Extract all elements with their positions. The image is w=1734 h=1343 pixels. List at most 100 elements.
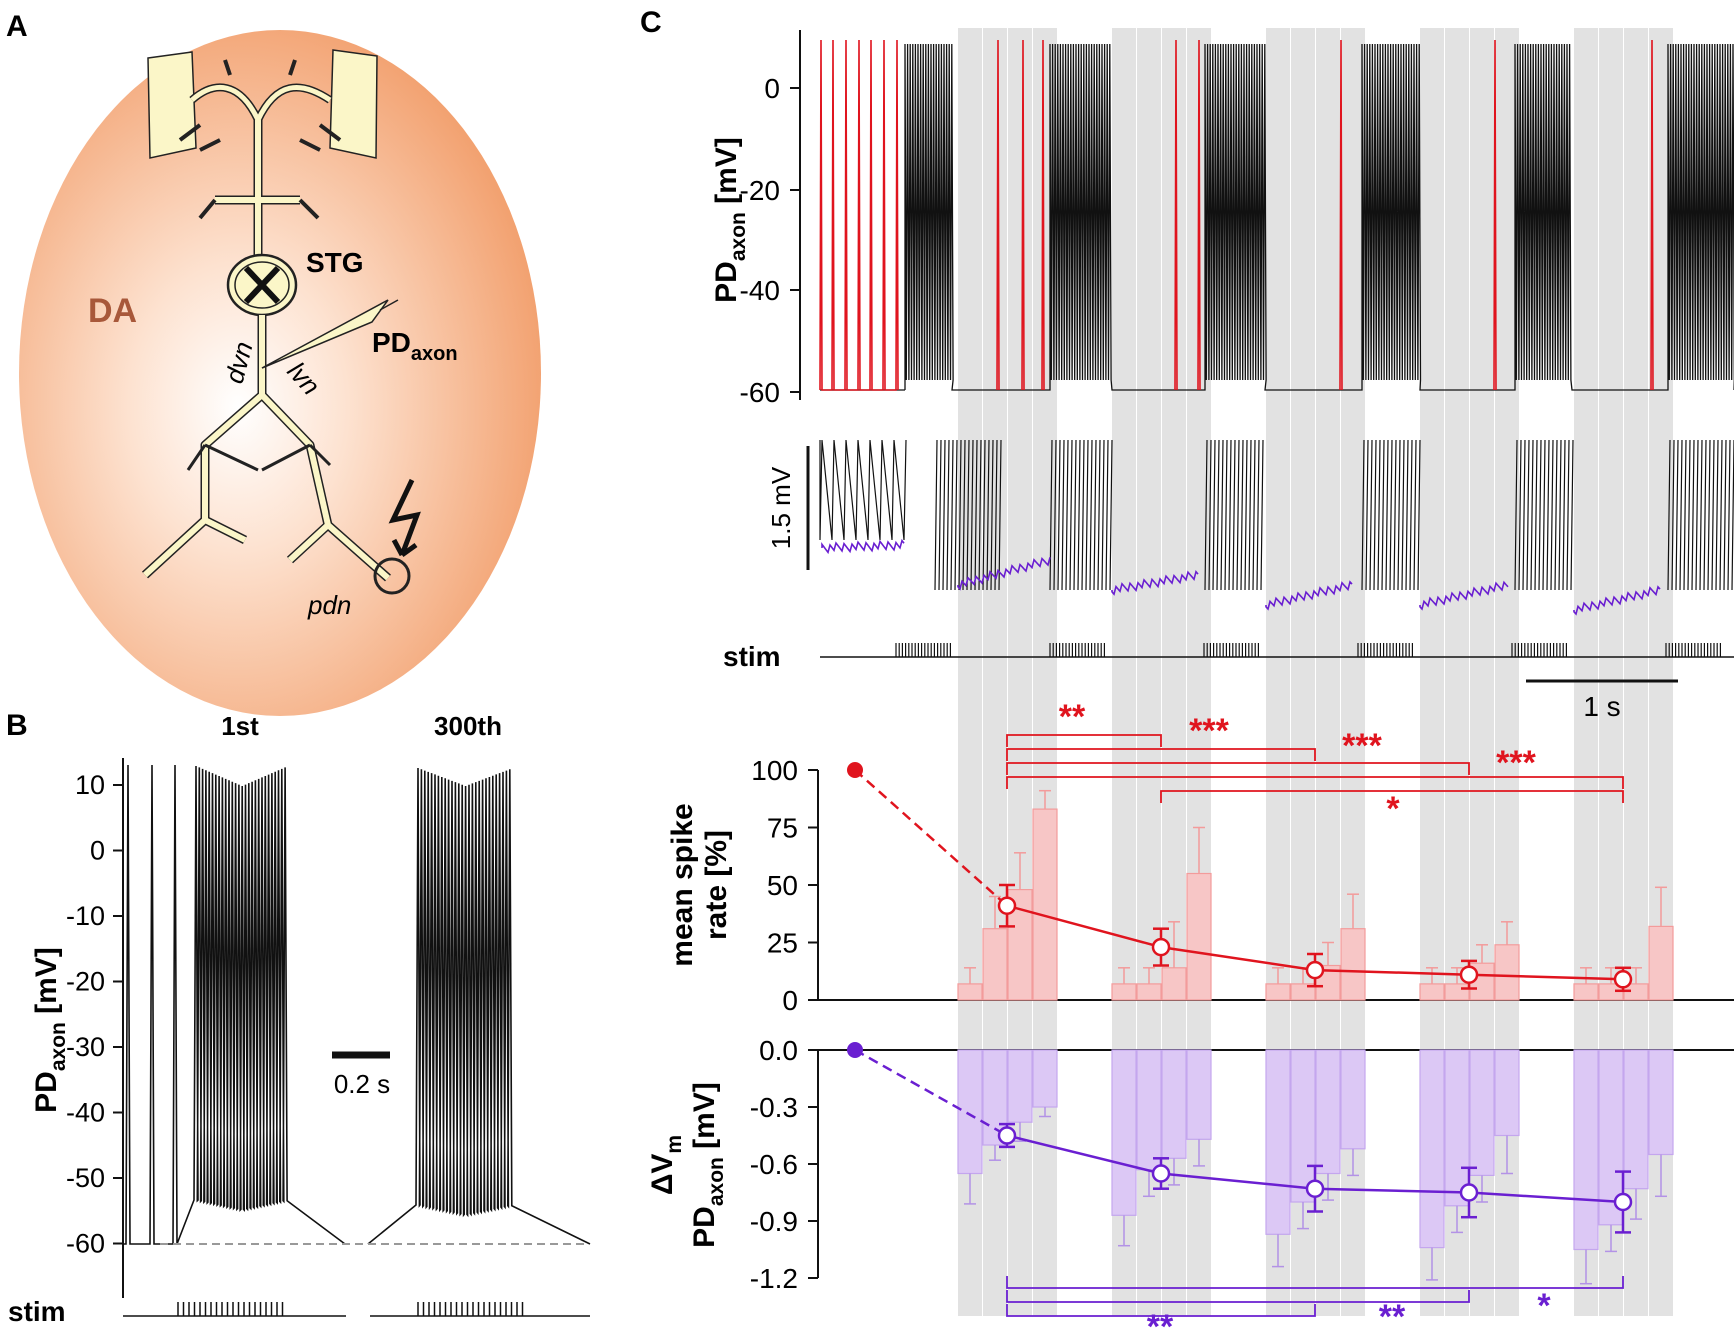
c-zoom-scalebar-label: 1.5 mV [766, 466, 796, 549]
b-ytick-label: 0 [90, 836, 105, 866]
zoom-spikes [819, 439, 1734, 591]
ablation-cross-icon [243, 265, 281, 305]
zoom-vm-segment [821, 538, 905, 555]
rate-bar [1648, 925, 1674, 1001]
dv-point [1459, 1183, 1479, 1202]
panel-b: B 1st 300th 10 0 -10 -20 -30 -40 -50 -60 PDaxon… [6, 709, 591, 1327]
b-stim-ticks [177, 1302, 524, 1316]
zoom-vm-segment [957, 557, 1051, 591]
dv-significance: ** ** * [1006, 1276, 1624, 1343]
rate-bar [1032, 808, 1058, 1001]
stg-inner [234, 261, 290, 309]
b-y-ticks: 10 0 -10 -20 -30 -40 -50 -60 [66, 770, 123, 1259]
dv-bar [1290, 1049, 1316, 1203]
rate-bar [1419, 983, 1445, 1001]
c-ytick-label: -20 [740, 175, 780, 206]
rate-bar [982, 928, 1008, 1001]
bath-label: DA [88, 292, 137, 330]
trace-1st [123, 764, 346, 1245]
b-ytick-label: -30 [66, 1032, 105, 1062]
dv-ylabel2: PDaxon [mV] [688, 1082, 728, 1248]
rate-bar [1136, 983, 1162, 1001]
dv-chart [847, 1042, 1674, 1285]
dv-sig-label: * [1537, 1287, 1551, 1325]
rate-sig-bracket [1006, 762, 1470, 775]
c-ytick-label: 0 [764, 73, 780, 104]
dv-ytick-label: -1.2 [750, 1263, 798, 1294]
rate-sig-label: *** [1189, 712, 1229, 750]
dv-bar [1623, 1049, 1649, 1190]
dv-bar [1469, 1049, 1495, 1177]
rate-bar [1340, 928, 1366, 1001]
c-trace-ylabel-main: PD [710, 261, 743, 303]
rate-point [1613, 970, 1633, 989]
rate-significance: ** *** *** **** [1006, 698, 1624, 828]
rate-point [997, 896, 1017, 915]
soma-right [329, 49, 378, 159]
electrode-label-main: PD [372, 327, 411, 358]
rate-bar [1111, 983, 1137, 1001]
bath-ellipse [19, 30, 541, 716]
b-ylabel-main: PD [30, 1071, 63, 1113]
dv-bar [1032, 1049, 1058, 1108]
nerve-side-branches [204, 443, 311, 472]
trunk-branch [198, 198, 320, 220]
dv-bar [1161, 1049, 1187, 1159]
dv-ytick-label: 0.0 [759, 1035, 798, 1066]
rate-bar [1265, 983, 1291, 1001]
dv-bar [1136, 1049, 1162, 1171]
rate-dashed-link [854, 769, 1008, 907]
rate-bar [1186, 872, 1212, 1001]
trace-300th [367, 767, 591, 1245]
rate-sig-bracket [1006, 776, 1624, 789]
rate-ytick-label: 50 [767, 870, 798, 901]
b-ytick-label: -60 [66, 1229, 105, 1259]
panel-c: C 0-20-40-60 PDaxon [mV] 1.5 mV stim 1 s… [640, 6, 1734, 1343]
dv-ylabel: ΔVm [646, 1135, 686, 1195]
lightning-bolt-icon [388, 478, 421, 556]
dv-ytick-label: -0.6 [750, 1149, 798, 1180]
rate-bar [1573, 983, 1599, 1001]
dv-ylabel-sub: m [663, 1135, 686, 1154]
c-voltage-trace [819, 39, 1734, 391]
c-zoom-trace [819, 439, 1734, 616]
b-ylabel: PDaxon [mV] [30, 947, 70, 1113]
rate-point [1151, 937, 1171, 957]
rate-bar [1161, 967, 1187, 1001]
rate-bar [1494, 944, 1520, 1001]
rate-sig-bracket [1006, 748, 1316, 761]
dv-bar [1494, 1049, 1520, 1137]
electrode-label: PDaxon [372, 327, 458, 365]
rate-sig-label: *** [1342, 727, 1382, 765]
trace-title-300th: 300th [434, 711, 502, 741]
trace-bursts [904, 43, 1734, 391]
c-trace-ylabel-sub: axon [727, 212, 750, 261]
dv-bar [1648, 1049, 1674, 1156]
panel-b-letter: B [6, 709, 28, 742]
pdn-label: pdn [307, 590, 351, 620]
dv-sig-bracket [1006, 1290, 1470, 1303]
b-time-scalebar-label: 0.2 s [334, 1069, 390, 1099]
rate-ytick-label: 100 [751, 755, 798, 786]
dv-ylabel-unit: [mV] [688, 1082, 721, 1157]
b-stim-label: stim [8, 1296, 66, 1327]
dv-ylabel2-sub: axon [705, 1157, 728, 1206]
rate-y-ticks: 100 75 50 25 0 [751, 755, 818, 1016]
electrode-label-sub: axon [411, 343, 458, 365]
rate-point [1459, 965, 1479, 984]
b-ytick-label: -40 [66, 1098, 105, 1128]
rate-baseline-point [847, 762, 863, 778]
zoom-vm-segment [1111, 569, 1199, 596]
zoom-vm-segment [1265, 580, 1353, 611]
stim-electrode-icon [373, 557, 411, 595]
dv-point [1613, 1192, 1633, 1212]
stg-ganglion [226, 253, 298, 317]
dv-y-ticks: 0.0 -0.3 -0.6 -0.9 -1.2 [750, 1035, 818, 1294]
c-ytick-label: -60 [740, 377, 780, 408]
dv-sig-label: ** [1147, 1308, 1174, 1343]
dv-ytick-label: -0.3 [750, 1092, 798, 1123]
dv-bar [1265, 1049, 1291, 1235]
dv-point [997, 1126, 1017, 1145]
dv-bar [1007, 1049, 1033, 1123]
